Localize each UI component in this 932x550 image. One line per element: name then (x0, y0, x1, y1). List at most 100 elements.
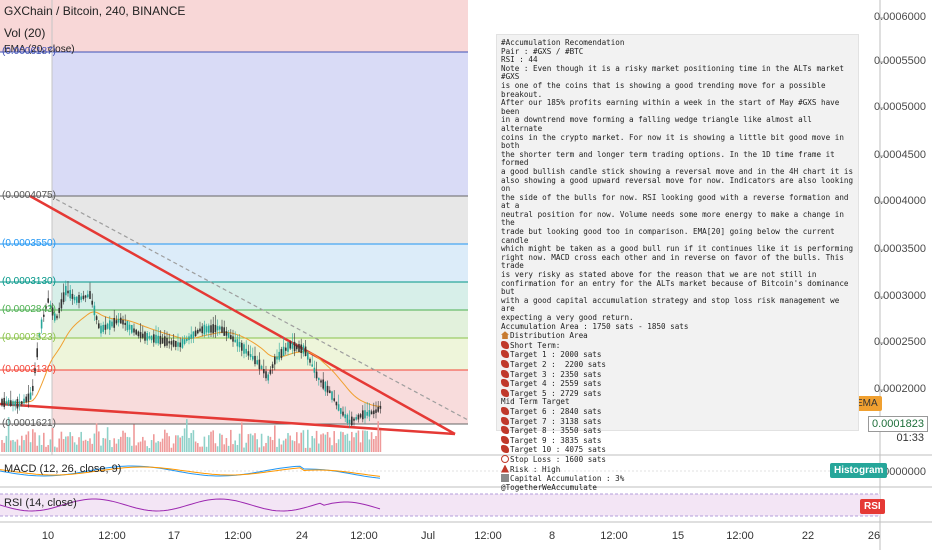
candle-body (133, 328, 135, 333)
volume-bar (168, 436, 170, 452)
candle-body (7, 399, 10, 406)
note-text: coins in the crypto market. For now it i… (501, 132, 849, 151)
candle-body (282, 346, 285, 357)
note-line: the side of the bulls for now. RSI looki… (501, 192, 854, 211)
volume-bar (353, 437, 355, 452)
volume-bar (40, 444, 43, 452)
candle-body (309, 358, 311, 363)
ema-badge[interactable]: EMA (852, 396, 882, 411)
candle-body (12, 401, 14, 406)
candle-body (337, 404, 340, 411)
wedge-lines[interactable] (0, 194, 469, 436)
candle-body (117, 318, 120, 323)
volume-bar (289, 435, 291, 452)
volume-bar (260, 433, 263, 452)
candle-body (95, 316, 98, 320)
candle-body (73, 296, 76, 301)
candle-body (368, 410, 371, 417)
candle-body (179, 342, 181, 348)
volume-bar (203, 436, 206, 452)
volume-bar (100, 445, 102, 452)
volume-bar (43, 432, 45, 452)
volume-bar (142, 436, 144, 452)
note-text: #Accumulation Recomendation (501, 38, 625, 47)
candle-body (38, 332, 41, 337)
candle-body (199, 328, 201, 332)
volume-bar (164, 429, 166, 452)
volume-bar (76, 444, 78, 452)
candle-body (183, 339, 186, 344)
volume-bar (265, 442, 267, 452)
candle-body (98, 323, 100, 329)
volume-bar (346, 433, 349, 452)
note-line: Note : Even though it is a risky market … (501, 64, 854, 82)
symbol-title[interactable]: GXChain / Bitcoin, 240, BINANCE (4, 4, 186, 18)
volume-bar (150, 440, 153, 452)
candle-body (291, 342, 294, 349)
candle-body (40, 319, 43, 329)
note-line: #Accumulation Recomendation (501, 38, 854, 48)
note-text: Target 4 : 2559 sats (510, 379, 602, 389)
fib-label: (0.0004075) (2, 190, 56, 201)
candle-body (357, 414, 360, 420)
candle-body (324, 381, 327, 392)
volume-bar (300, 432, 302, 452)
volume-bar (106, 427, 109, 452)
candle-body (258, 359, 261, 370)
candle-body (62, 292, 65, 303)
note-text: Short Term: (510, 340, 561, 350)
volume-bar (199, 446, 201, 452)
candle-body (10, 400, 12, 406)
fib-label: (0.0002523) (2, 332, 56, 343)
candle-body (302, 345, 305, 354)
histogram-badge[interactable]: Histogram (830, 463, 888, 478)
volume-label[interactable]: Vol (20) (4, 26, 46, 40)
candle-body (256, 360, 258, 365)
candle-body (16, 399, 19, 409)
candle-body (238, 342, 241, 348)
volume-bar (311, 435, 313, 452)
volume-bar (93, 433, 96, 452)
candle-body (5, 401, 8, 404)
volume-bar (278, 438, 280, 452)
volume-bar (21, 435, 23, 452)
volume-bar (135, 445, 137, 452)
note-line: coins in the crypto market. For now it i… (501, 132, 854, 151)
volume-bar (271, 440, 274, 452)
time-axis-label: 26 (867, 530, 881, 542)
time-axis-label: 22 (801, 530, 815, 542)
price-axis-label: 0.0002500 (874, 336, 926, 348)
candle-body (181, 338, 184, 348)
volume-bar (25, 434, 27, 452)
note-text: right now. MACD cross each other and in … (501, 252, 849, 271)
volume-bar (49, 439, 52, 452)
candle-body (36, 348, 38, 358)
ema-label[interactable]: EMA (20, close) (4, 44, 75, 55)
volume-bar (322, 433, 324, 452)
candle-body (326, 385, 329, 393)
rsi-label[interactable]: RSI (14, close) (4, 497, 77, 509)
note-text: the side of the bulls for now. RSI looki… (501, 192, 854, 211)
fib-lines (0, 0, 468, 455)
fib-zones (0, 0, 468, 424)
volume-bar (320, 434, 322, 452)
fib-label: (0.0006187) (2, 46, 56, 57)
candle-body (333, 398, 335, 401)
price-axis-label: 0.0006000 (874, 11, 926, 23)
candle-body (111, 321, 113, 327)
candle-body (32, 385, 34, 392)
note-line: is very risky as stated above for the re… (501, 270, 854, 280)
candle-body (208, 325, 210, 333)
volume-bar (183, 428, 186, 452)
rsi-badge[interactable]: RSI (860, 499, 885, 514)
candle-body (313, 367, 316, 373)
candle-body (263, 369, 265, 374)
fib-label: (0.0003550) (2, 238, 56, 249)
candle-body (25, 396, 27, 403)
note-line: in a downtrend move forming a falling we… (501, 116, 854, 133)
volume-bar (379, 430, 382, 452)
candle-body (29, 392, 32, 400)
note-text: which might be taken as a good bull run … (501, 244, 854, 254)
macd-label[interactable]: MACD (12, 26, close, 9) (4, 463, 122, 475)
